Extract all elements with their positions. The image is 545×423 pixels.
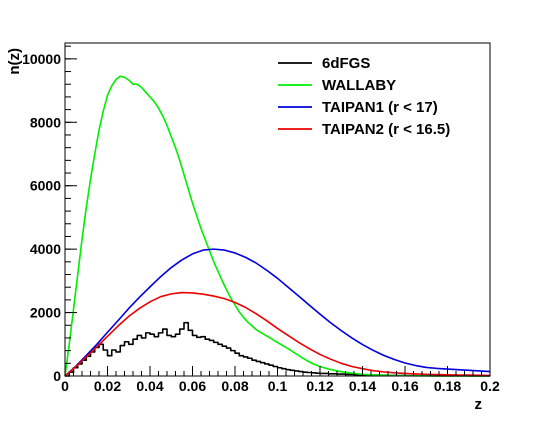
x-axis-title: z xyxy=(475,396,483,413)
x-tick-label: 0.2 xyxy=(480,378,500,394)
axes-layer: 0 0.02 0.04 0.06 0.08 0.1 0.12 0.14 0.16 0.18 0.2 0… xyxy=(22,45,500,394)
y-tick-label: 0 xyxy=(53,368,61,384)
legend-label: WALLABY xyxy=(322,77,396,94)
y-axis-title: n(z) xyxy=(6,48,23,75)
series-line-wallaby xyxy=(64,75,490,377)
series-line-6dfgs xyxy=(65,321,491,377)
x-tick-label: 0.02 xyxy=(94,378,121,394)
y-tick-label: 8000 xyxy=(30,114,61,130)
series-line-taipan1-r-17 xyxy=(64,248,491,377)
x-tick-label: 0.1 xyxy=(268,378,288,394)
x-tick-label: 0.18 xyxy=(434,378,461,394)
legend: 6dFGS WALLABY TAIPAN1 (r < 17) TAIPAN2 (r <… xyxy=(278,55,450,138)
y-tick-label: 4000 xyxy=(30,241,61,257)
x-tick-label: 0.06 xyxy=(179,378,206,394)
x-tick-label: 0.08 xyxy=(221,378,248,394)
legend-label: TAIPAN2 (r < 16.5) xyxy=(322,121,450,138)
y-tick-label: 10000 xyxy=(22,51,61,67)
x-tick-label: 0.12 xyxy=(306,378,333,394)
legend-label: 6dFGS xyxy=(322,55,370,72)
x-tick-label: 0.16 xyxy=(391,378,418,394)
legend-label: TAIPAN1 (r < 17) xyxy=(322,99,438,116)
x-tick-label: 0 xyxy=(61,378,69,394)
y-tick-label: 6000 xyxy=(30,178,61,194)
series-layer xyxy=(64,75,491,377)
x-tick-label: 0.04 xyxy=(136,378,163,394)
x-tick-label: 0.14 xyxy=(349,378,376,394)
y-tick-label: 2000 xyxy=(30,305,61,321)
series-line-taipan2-r-16-5 xyxy=(64,291,491,377)
